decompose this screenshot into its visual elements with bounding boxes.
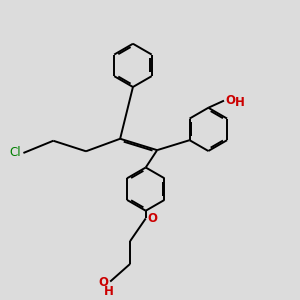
Text: H: H [104, 285, 114, 298]
Text: O: O [225, 94, 236, 107]
Text: O: O [147, 212, 158, 225]
Text: Cl: Cl [10, 146, 21, 160]
Text: H: H [235, 96, 245, 109]
Text: O: O [99, 277, 109, 290]
